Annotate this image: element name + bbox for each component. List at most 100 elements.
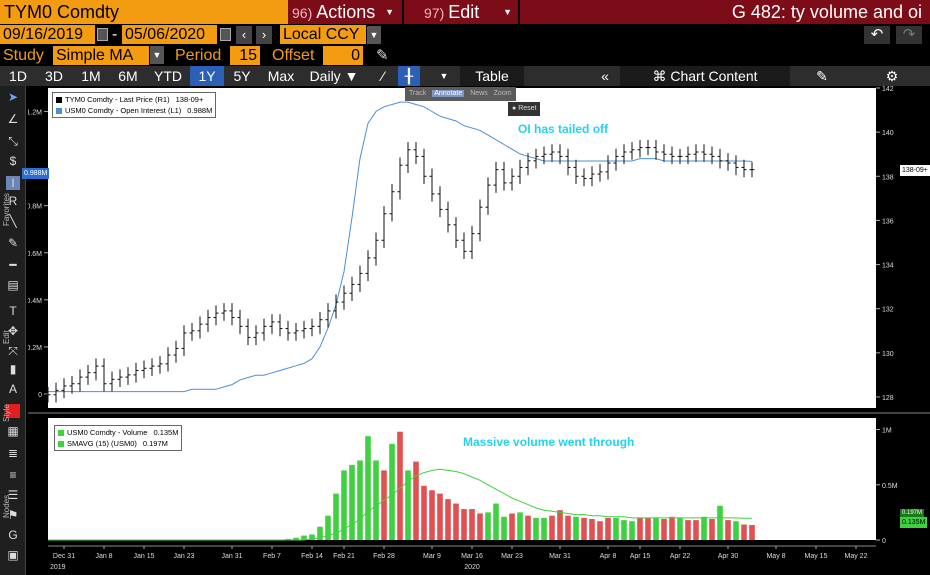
grid-icon[interactable]: ▦ [7,424,19,438]
ratio-icon[interactable]: R [8,194,18,208]
volume-bar [309,534,315,540]
x-axis-tick-label: Dec 31 [53,553,75,560]
reset-button[interactable]: ● Reset [508,102,541,116]
dollar-icon[interactable]: $ [9,154,17,168]
flag-icon[interactable]: ⚑ [7,508,19,522]
news-button[interactable]: News [470,90,488,97]
chart-content-button[interactable]: ⌘ Chart Content [620,66,790,86]
pencil-icon[interactable]: ✎ [376,47,389,64]
volume-axis-tick-label: 1M [882,428,892,435]
volume-bar [293,537,299,540]
legend-row-oi[interactable]: USM0 Comdty - Open Interest (L1) 0.988M [56,105,212,116]
range-3d[interactable]: 3D [45,68,63,84]
price-bar [397,157,403,200]
track-button[interactable]: Track [409,90,427,97]
font-icon[interactable]: A [8,382,17,396]
ticker-field[interactable]: TYM0 Comdty [0,0,288,24]
prev-period-button[interactable]: ‹ [236,26,252,44]
price-bar [661,144,667,162]
legend-row-sma[interactable]: SMAVG (15) (USM0) 0.197M [58,438,178,449]
annotate-button[interactable]: Annotate [432,90,465,97]
text-icon[interactable]: T [9,304,17,318]
brush-icon[interactable]: ╲ [9,214,17,228]
period-label: Period [175,47,222,64]
volume-bar [613,517,619,540]
table-button[interactable]: Table [460,66,524,86]
range-1y[interactable]: 1Y [190,66,224,86]
highlight-icon[interactable]: I [6,176,20,190]
chevron-down-icon[interactable]: ▼ [439,71,449,81]
eraser-icon[interactable]: ⤧ [8,344,18,358]
range-6m[interactable]: 6M [118,68,138,84]
price-bar [69,376,75,394]
range-max[interactable]: Max [267,68,295,84]
price-bar [341,285,347,310]
legend-row-price[interactable]: TYM0 Comdty - Last Price (R1) 138-09+ [56,94,212,105]
move-icon[interactable]: ✥ [7,324,19,338]
line-draw-icon[interactable]: ∠ [7,112,19,126]
color-swatch-icon[interactable] [6,404,20,418]
offset-input[interactable]: 0 [323,46,363,65]
range-ytd[interactable]: YTD [154,68,182,84]
trend-icon[interactable]: ⤡ [8,134,18,148]
node-icon[interactable]: G [8,528,18,542]
range-5y[interactable]: 5Y [233,68,251,84]
price-bar [53,382,59,403]
edit-menu[interactable]: 97) Edit ▼ [424,0,518,24]
volume-bar [685,520,691,540]
channel-icon[interactable]: ▤ [7,278,19,292]
actions-menu-number: 96) [292,5,313,21]
cursor-icon[interactable]: ➤ [7,90,19,104]
list-icon[interactable]: ≣ [7,446,19,460]
end-date-input[interactable]: 05/06/2020 [122,25,217,44]
currency-select[interactable]: Local CCY [280,25,366,44]
price-bar [365,250,371,282]
pen-icon[interactable]: ✎ [7,236,19,250]
calendar-icon[interactable] [220,28,231,41]
study-select[interactable]: Simple MA [53,46,149,65]
trash-icon[interactable]: ▮ [9,362,17,376]
date-separator: - [112,26,118,43]
x-axis-tick-label: Feb 28 [373,553,395,560]
legend-row-volume[interactable]: USM0 Comdty - Volume 0.135M [58,427,178,438]
next-period-button[interactable]: › [256,26,272,44]
frequency-select[interactable]: Daily ▼ [309,68,359,84]
undo-icon[interactable]: ↶ [864,26,890,44]
chevron-down-icon[interactable]: ▼ [150,46,164,64]
volume-bar [509,513,515,540]
align-icon[interactable]: ☰ [7,488,19,502]
volume-bar [357,460,363,540]
calendar-icon[interactable] [97,28,108,41]
price-bar [493,161,499,193]
line-chart-icon[interactable]: ⁄ [381,68,385,84]
volume-bar [749,525,755,540]
price-bar [741,159,747,178]
ohlc-chart-icon[interactable]: ╂ [398,66,420,86]
zoom-button[interactable]: Zoom [493,90,512,97]
volume-bar [669,516,675,540]
chart-area[interactable]: 128 130 132 134 136 138 140 142 0 0.2M 0.4M 0.6M 0.8… [22,86,930,575]
reset-label: Reset [518,105,537,112]
collapse-icon[interactable]: « [601,68,609,84]
edit-chart-icon[interactable]: ✎ [816,68,828,84]
range-1d[interactable]: 1D [9,68,27,84]
x-axis-tick-label: May 15 [805,553,828,560]
volume-bar [605,517,611,540]
volume-bar [333,493,339,540]
period-input[interactable]: 15 [230,46,260,65]
chevron-down-icon[interactable]: ▼ [367,26,381,44]
gear-icon[interactable]: ⚙ [885,68,899,84]
start-date-input[interactable]: 09/16/2019 [0,25,95,44]
actions-menu[interactable]: 96) Actions ▼ [292,0,400,24]
tag-icon[interactable]: ▣ [7,548,19,562]
range-1m[interactable]: 1M [81,68,101,84]
redo-icon[interactable]: ↷ [896,26,922,44]
legend-sma-name: SMAVG (15) (USM0) [67,439,137,448]
volume-bar [365,436,371,540]
minus-icon[interactable]: ━ [9,258,17,272]
layers-icon[interactable]: ≡ [9,468,17,482]
lower-legend: USM0 Comdty - Volume 0.135M SMAVG (15) (U… [54,425,183,451]
left-axis-tick-label: 0.8M [28,204,42,211]
legend-swatch-icon [56,108,62,115]
volume-bar [597,521,603,540]
